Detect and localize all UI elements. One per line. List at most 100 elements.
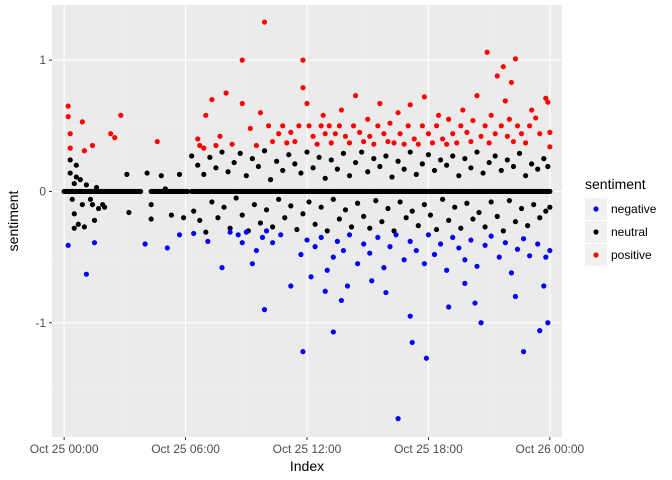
positive-point [346,140,353,146]
neutral-point [71,180,77,187]
positive-point [209,96,215,103]
neutral-point [207,154,213,160]
positive-point [65,114,71,120]
positive-point [474,93,480,99]
neutral-point [346,173,353,179]
negative-point [191,230,197,237]
positive-point [320,112,326,118]
positive-point [239,57,245,63]
positive-point [502,98,508,104]
neutral-point [185,188,191,195]
negative-point [288,283,294,289]
negative-point [278,232,284,238]
negative-point [304,237,310,243]
negative-point [423,355,429,361]
positive-point [223,90,229,96]
y-tick-label: 0 [39,184,46,198]
positive-point [280,123,286,129]
neutral-point [126,209,132,216]
positive-point [261,19,268,25]
neutral-point [180,215,187,221]
negative-point [338,297,344,304]
neutral-point [195,162,201,168]
x-tick-label: Oct 25 12:00 [273,442,342,456]
y-axis-title: sentiment [5,191,21,252]
neutral-point [197,217,203,223]
negative-point [298,251,304,258]
negative-point [488,233,494,239]
positive-point [203,112,209,118]
positive-point [537,131,543,137]
positive-point [270,138,276,145]
negative-point [472,300,478,306]
neutral-point [516,150,523,156]
x-tick-label: Oct 25 00:00 [30,442,99,456]
neutral-point [427,212,434,218]
neutral-point [227,225,233,231]
positive-point [450,131,456,137]
positive-point [435,112,442,118]
axes: Oct 25 00:00 Oct 25 06:00 Oct 25 12:00 Oct … [30,53,585,456]
neutral-point [124,171,130,177]
neutral-point [237,150,243,156]
neutral-point [276,196,282,202]
neutral-point [310,165,316,171]
positive-point [433,123,440,129]
negative-point [474,263,480,269]
positive-point [284,140,290,146]
negative-point [409,339,415,346]
neutral-point [73,174,79,180]
neutral-point [324,228,330,234]
negative-point [393,232,399,238]
neutral-point [498,167,504,174]
neutral-point [162,186,168,192]
positive-point [518,131,525,137]
neutral-point [541,156,547,162]
neutral-point [510,163,517,170]
neutral-point [391,228,397,234]
positive-point [454,140,460,146]
neutral-point [298,170,304,176]
neutral-point [89,201,96,208]
neutral-point [547,188,553,195]
positive-point [292,138,298,145]
positive-point [229,141,235,147]
positive-point [397,131,403,137]
neutral-point [464,200,470,206]
negative-point [253,247,259,254]
neutral-point [138,188,144,195]
neutral-point [77,177,83,183]
neutral-point [322,175,328,181]
neutral-point [504,157,510,163]
positive-point [444,141,450,147]
positive-point [306,123,312,129]
neutral-point [361,213,367,219]
neutral-point [191,208,197,214]
positive-point [446,116,452,122]
neutral-point [421,201,427,208]
negative-point [324,267,330,273]
neutral-point [437,157,444,163]
neutral-point [431,167,438,174]
positive-point [201,145,207,151]
neutral-point [383,153,389,159]
positive-point [375,123,381,129]
negative-point [322,288,328,294]
negative-point [541,283,547,289]
positive-point [89,142,96,149]
negative-point [444,267,450,273]
neutral-point [458,225,464,231]
positive-point [197,142,203,149]
positive-point [478,133,484,139]
neutral-point [168,212,174,218]
neutral-point [342,207,349,213]
negative-point [381,265,387,271]
negative-point [425,232,432,238]
neutral-point [425,152,432,158]
positive-point [367,133,373,139]
neutral-point [95,205,102,212]
neutral-point [81,224,87,230]
positive-point [500,64,506,70]
negative-point [346,232,353,238]
negative-point [300,349,306,355]
